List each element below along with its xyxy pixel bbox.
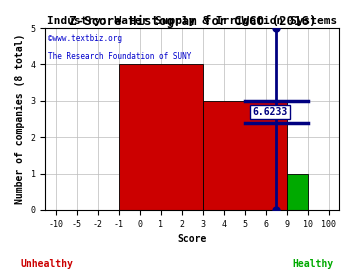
- Text: Unhealthy: Unhealthy: [21, 259, 73, 269]
- Text: 6.6233: 6.6233: [252, 107, 288, 117]
- Text: ©www.textbiz.org: ©www.textbiz.org: [48, 33, 122, 43]
- Text: The Research Foundation of SUNY: The Research Foundation of SUNY: [48, 52, 192, 61]
- Y-axis label: Number of companies (8 total): Number of companies (8 total): [15, 34, 25, 204]
- Title: Z-Score Histogram for CWCO (2016): Z-Score Histogram for CWCO (2016): [69, 15, 316, 28]
- Bar: [287, 174, 308, 210]
- Text: Healthy: Healthy: [293, 259, 334, 269]
- Bar: [119, 65, 203, 210]
- Text: Industry: Water Supply & Irrigation Systems: Industry: Water Supply & Irrigation Syst…: [47, 16, 337, 26]
- Bar: [203, 101, 287, 210]
- X-axis label: Score: Score: [177, 234, 207, 244]
